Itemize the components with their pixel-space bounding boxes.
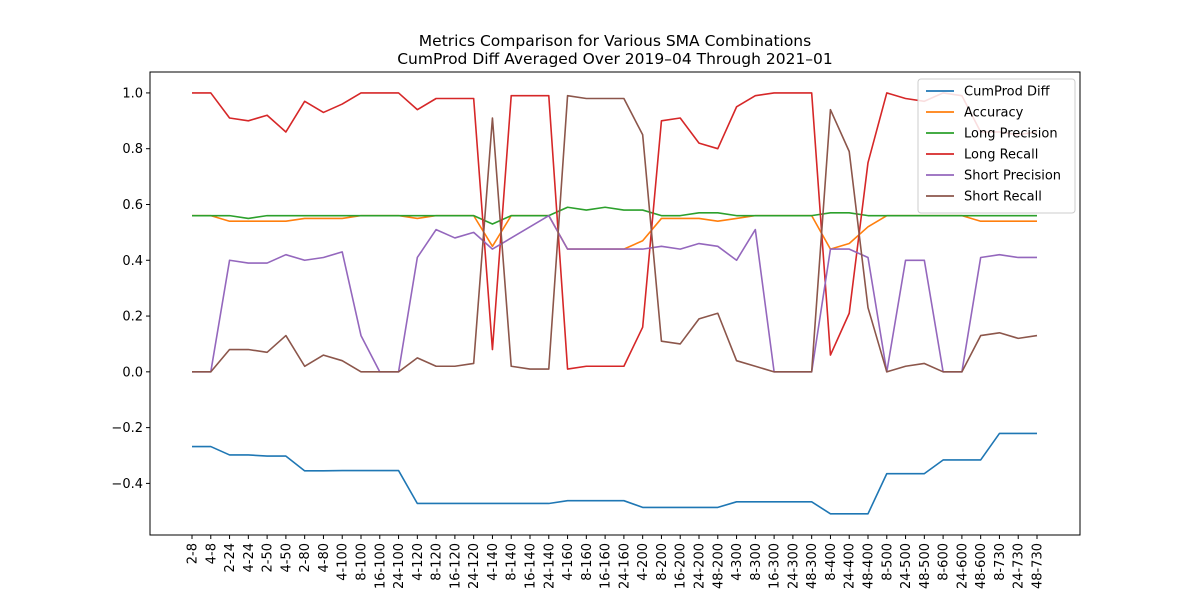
y-tick-label: 0.6 <box>122 198 143 213</box>
x-tick-label: 4-80 <box>317 543 332 573</box>
x-tick-label: 24-140 <box>542 543 557 589</box>
x-tick-label: 4-50 <box>279 543 294 573</box>
x-tick-label: 8-140 <box>505 543 520 581</box>
x-tick-label: 8-300 <box>749 543 764 581</box>
x-tick-label: 48-400 <box>862 543 877 589</box>
y-tick-label: −0.2 <box>111 421 143 436</box>
x-tick-label: 48-200 <box>711 543 726 589</box>
axes-frame <box>149 71 1081 536</box>
x-tick-label: 2-8 <box>186 543 201 564</box>
x-tick-label: 2-24 <box>223 543 238 573</box>
x-tick-label: 16-200 <box>674 543 689 589</box>
y-tick-label: 1.0 <box>122 86 143 101</box>
x-tick-label: 8-600 <box>937 543 952 581</box>
x-tick-label: 24-500 <box>899 543 914 589</box>
y-tick-label: 0.4 <box>122 254 143 269</box>
x-tick-label: 24-100 <box>392 543 407 589</box>
x-tick-label: 4-100 <box>336 543 351 581</box>
series-line-accuracy <box>192 214 1037 250</box>
y-tick-label: 0.2 <box>122 310 143 325</box>
x-tick-label: 8-160 <box>580 543 595 581</box>
x-tick-label: 4-24 <box>242 543 257 573</box>
x-tick-label: 24-400 <box>843 543 858 589</box>
x-tick-label: 24-200 <box>693 543 708 589</box>
x-tick-label: 8-100 <box>355 543 370 581</box>
x-tick-label: 48-600 <box>974 543 989 589</box>
y-tick-label: 0.8 <box>122 142 143 157</box>
x-tick-label: 16-160 <box>599 543 614 589</box>
legend-label: Short Recall <box>964 190 1042 205</box>
x-tick-label: 4-8 <box>204 543 219 564</box>
y-tick-label: −0.4 <box>111 477 143 492</box>
chart-subtitle: CumProd Diff Averaged Over 2019–04 Throu… <box>397 50 833 68</box>
x-tick-label: 16-300 <box>768 543 783 589</box>
chart-title: Metrics Comparison for Various SMA Combi… <box>419 32 811 50</box>
legend-label: Long Recall <box>964 148 1038 163</box>
legend-label: CumProd Diff <box>964 85 1051 100</box>
series-line-short-recall <box>192 94 1038 373</box>
x-tick-label: 4-120 <box>411 543 426 581</box>
legend-label: Accuracy <box>964 106 1024 121</box>
x-tick-label: 2-50 <box>261 543 276 573</box>
series-line-cumprod-diff <box>192 432 1037 515</box>
x-tick-label: 48-500 <box>918 543 933 589</box>
x-tick-label: 8-500 <box>880 543 895 581</box>
x-tick-label: 16-100 <box>373 543 388 589</box>
plot-area: −0.4 −0.2 0.0 0.2 0.4 0.6 0.8 1.0 2-8 4-8 2-24 4-24… <box>111 71 1081 589</box>
legend-label: Long Precision <box>964 127 1058 142</box>
series-line-long-precision <box>192 206 1037 225</box>
x-tick-label: 2-80 <box>298 543 313 573</box>
series-line-short-precision <box>192 214 1037 373</box>
x-tick-label: 24-160 <box>617 543 632 589</box>
x-tick-label: 4-160 <box>561 543 576 581</box>
series-line-long-recall <box>192 92 1038 370</box>
x-tick-label: 48-300 <box>805 543 820 589</box>
x-tick-label: 4-300 <box>730 543 745 581</box>
x-tick-label: 8-400 <box>824 543 839 581</box>
y-tick-label: 0.0 <box>122 365 143 380</box>
x-tick-label: 24-730 <box>1012 543 1027 589</box>
x-tick-label: 48-730 <box>1031 543 1046 589</box>
x-tick-label: 24-600 <box>955 543 970 589</box>
x-tick-label: 8-200 <box>655 543 670 581</box>
x-tick-label: 4-140 <box>486 543 501 581</box>
x-tick-label: 16-120 <box>448 543 463 589</box>
x-tick-label: 8-730 <box>993 543 1008 581</box>
x-tick-label: 4-200 <box>636 543 651 581</box>
x-tick-label: 24-300 <box>786 543 801 589</box>
x-tick-label: 16-140 <box>524 543 539 589</box>
legend-box <box>917 78 1076 214</box>
x-tick-label: 8-120 <box>430 543 445 581</box>
x-tick-label: 24-120 <box>467 543 482 589</box>
legend-label: Short Precision <box>964 169 1061 184</box>
legend: CumProd Diff Accuracy Long Precision Long R… <box>917 78 1076 214</box>
